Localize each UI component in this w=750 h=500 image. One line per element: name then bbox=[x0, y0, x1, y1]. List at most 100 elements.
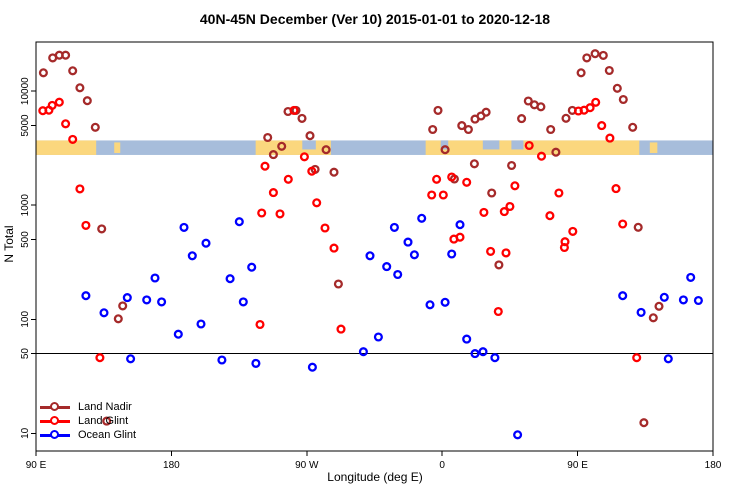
data-point-ocean-glint bbox=[373, 332, 383, 342]
data-point-land-nadir bbox=[321, 145, 331, 155]
data-point-land-nadir bbox=[536, 102, 546, 112]
data-point-land-nadir bbox=[463, 124, 473, 135]
map-band-sea bbox=[482, 140, 500, 150]
x-tick-label: 90 W bbox=[295, 460, 319, 471]
data-point-land-nadir bbox=[487, 188, 497, 198]
data-point-ocean-glint bbox=[693, 295, 703, 306]
data-point-ocean-glint bbox=[157, 297, 167, 307]
data-point-land-glint bbox=[505, 201, 515, 212]
data-point-land-glint bbox=[479, 207, 489, 217]
y-tick-label: 10 bbox=[20, 427, 31, 439]
data-point-ocean-glint bbox=[247, 262, 257, 272]
data-point-land-glint bbox=[307, 166, 317, 176]
data-point-land-nadir bbox=[598, 50, 608, 60]
data-point-ocean-glint bbox=[409, 250, 419, 260]
legend: Land Nadir Land Glint Ocean Glint bbox=[40, 400, 136, 442]
data-point-ocean-glint bbox=[217, 355, 227, 365]
x-tick-label: 180 bbox=[705, 460, 722, 471]
data-point-ocean-glint bbox=[179, 222, 189, 232]
data-point-land-glint bbox=[289, 105, 299, 115]
data-point-land-nadir bbox=[305, 131, 315, 141]
data-point-land-nadir bbox=[523, 96, 533, 106]
data-point-land-nadir bbox=[582, 53, 592, 63]
map-band-sea bbox=[440, 140, 449, 150]
legend-label: Land Nadir bbox=[78, 401, 132, 413]
data-point-land-nadir bbox=[75, 83, 85, 93]
data-point-ocean-glint bbox=[99, 308, 109, 318]
data-point-land-nadir bbox=[628, 122, 638, 132]
y-tick-label: 5000 bbox=[20, 114, 31, 137]
data-point-ocean-glint bbox=[659, 292, 669, 302]
legend-item-ocean-glint: Ocean Glint bbox=[40, 428, 136, 442]
data-point-land-glint bbox=[260, 161, 270, 171]
data-point-land-glint bbox=[554, 188, 564, 198]
data-point-land-glint bbox=[320, 223, 330, 233]
x-tick-label: 180 bbox=[163, 460, 180, 471]
data-point-land-glint bbox=[605, 133, 615, 143]
data-point-land-glint bbox=[75, 184, 85, 194]
data-point-ocean-glint bbox=[403, 237, 413, 247]
data-point-land-nadir bbox=[433, 105, 443, 115]
data-point-land-glint bbox=[299, 152, 309, 162]
data-point-ocean-glint bbox=[382, 262, 392, 272]
data-point-land-glint bbox=[486, 246, 496, 256]
data-point-ocean-glint bbox=[251, 358, 261, 368]
x-tick-label: 90 E bbox=[567, 460, 588, 471]
data-point-land-nadir bbox=[507, 160, 517, 171]
data-point-ocean-glint bbox=[393, 269, 403, 280]
data-point-ocean-glint bbox=[358, 347, 368, 357]
x-tick-label: 0 bbox=[439, 460, 445, 471]
data-point-land-glint bbox=[455, 232, 465, 242]
data-point-land-glint bbox=[438, 190, 448, 200]
land-nadir-marker-icon bbox=[40, 402, 70, 412]
data-point-land-nadir bbox=[618, 94, 628, 105]
data-point-land-nadir bbox=[457, 121, 467, 131]
data-point-land-nadir bbox=[440, 145, 450, 155]
data-point-land-nadir bbox=[61, 50, 71, 60]
data-point-ocean-glint bbox=[150, 273, 160, 283]
data-point-land-nadir bbox=[590, 49, 600, 59]
data-point-land-glint bbox=[54, 97, 64, 107]
data-point-ocean-glint bbox=[122, 293, 132, 303]
data-point-land-glint bbox=[536, 151, 547, 161]
data-point-land-glint bbox=[462, 177, 472, 187]
data-point-land-glint bbox=[632, 353, 642, 363]
data-point-land-nadir bbox=[648, 313, 658, 323]
map-band-sea bbox=[511, 140, 524, 150]
data-point-land-nadir bbox=[90, 122, 100, 132]
data-point-ocean-glint bbox=[365, 251, 375, 261]
y-tick-label: 10000 bbox=[20, 77, 31, 105]
plot-frame bbox=[35, 41, 714, 452]
data-point-land-glint bbox=[95, 353, 105, 363]
data-point-land-nadir bbox=[329, 167, 339, 177]
data-point-ocean-glint bbox=[663, 354, 673, 364]
data-point-land-glint bbox=[510, 181, 520, 191]
data-point-land-glint bbox=[268, 188, 278, 198]
map-band-sea bbox=[302, 140, 316, 150]
data-point-land-nadir bbox=[277, 141, 287, 151]
data-point-ocean-glint bbox=[81, 291, 91, 301]
data-point-ocean-glint bbox=[490, 353, 500, 363]
data-point-land-nadir bbox=[102, 416, 112, 426]
data-point-land-nadir bbox=[118, 301, 128, 311]
data-point-land-nadir bbox=[82, 96, 92, 106]
data-point-land-glint bbox=[585, 103, 595, 113]
data-point-ocean-glint bbox=[187, 251, 197, 261]
legend-label: Land Glint bbox=[78, 415, 129, 427]
data-point-land-glint bbox=[545, 211, 555, 221]
data-point-ocean-glint bbox=[470, 349, 480, 359]
land-glint-marker-icon bbox=[40, 416, 70, 426]
data-point-land-glint bbox=[560, 237, 570, 247]
data-point-ocean-glint bbox=[455, 220, 465, 230]
data-point-ocean-glint bbox=[636, 307, 646, 317]
y-tick-label: 500 bbox=[20, 231, 31, 248]
data-point-land-nadir bbox=[428, 124, 438, 135]
data-point-ocean-glint bbox=[417, 213, 427, 223]
data-point-ocean-glint bbox=[225, 274, 235, 284]
data-point-ocean-glint bbox=[618, 291, 628, 301]
data-point-land-glint bbox=[568, 226, 578, 236]
data-point-land-glint bbox=[255, 319, 265, 330]
data-point-land-nadir bbox=[612, 83, 622, 93]
data-point-ocean-glint bbox=[238, 297, 248, 307]
